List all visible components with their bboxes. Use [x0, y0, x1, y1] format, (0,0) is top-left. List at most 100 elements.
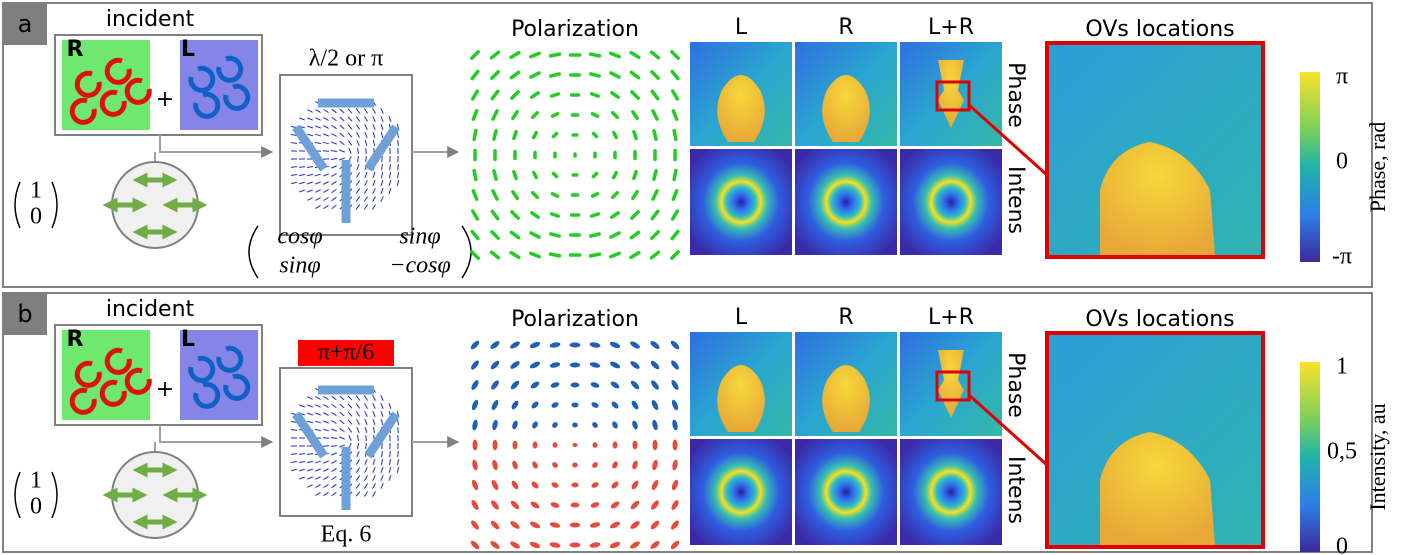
polarization-ellipse [549, 541, 561, 548]
polarization-ellipse [610, 500, 621, 510]
polarization-dash [634, 132, 636, 139]
polarization-ellipse [609, 520, 621, 529]
polarization-dash [631, 232, 638, 237]
polarization-ellipse [533, 441, 538, 448]
polarization-ellipse [611, 420, 619, 429]
polarization-ellipse [571, 403, 578, 408]
polarization-ellipse [553, 442, 558, 448]
polarization-dash [553, 133, 556, 136]
polarization-ellipse [530, 380, 541, 390]
row-label: Phase [1003, 62, 1028, 128]
polarization-dash [551, 54, 560, 56]
polarization-ellipse [589, 341, 601, 348]
matrix-entry: cosφ [277, 224, 322, 250]
intensity-map [690, 439, 792, 545]
polarization-dash [613, 193, 618, 198]
polarization-ellipse [471, 459, 478, 471]
intensity-map [795, 439, 897, 545]
polarization-ellipse [630, 400, 640, 411]
plus-sign: + [156, 377, 174, 402]
polarization-ellipse [629, 360, 641, 371]
vector-entry: 0 [30, 204, 42, 230]
polarization-dash [531, 53, 539, 56]
matrix-entry: sinφ [279, 253, 320, 279]
polarization-dash [673, 191, 676, 199]
polarization-ellipse [490, 379, 501, 391]
polarization-dash [632, 92, 638, 98]
polarization-ellipse [670, 359, 681, 371]
axis-dash [366, 443, 367, 449]
polarization-ellipse [613, 441, 618, 448]
polarization-ellipse [589, 521, 600, 528]
polarization-ellipse [470, 519, 481, 531]
polarization-ellipse [590, 481, 599, 489]
polarization-ellipse [609, 341, 621, 350]
incident-title: incident [106, 7, 195, 32]
polarization-dash [512, 92, 518, 98]
polarization-ellipse [491, 419, 498, 430]
polarization-ellipse [589, 361, 600, 368]
polarization-dash [492, 232, 498, 238]
vector-entry: 1 [30, 468, 42, 494]
polarization-ellipse [651, 459, 658, 470]
polarization-dash [533, 113, 538, 118]
column-label: L+R [928, 305, 974, 330]
polarization-ellipse [651, 419, 658, 430]
polarization-ellipse [649, 519, 660, 530]
polarization-dash [613, 113, 618, 118]
polarization-ellipse [470, 359, 481, 371]
beam-label: R [67, 327, 84, 352]
polarization-dash [472, 252, 478, 258]
polarization-dash [534, 133, 536, 138]
colorbar [1300, 72, 1320, 262]
polarization-dash [472, 71, 478, 78]
polarization-dash [591, 74, 599, 76]
polarization-dash [673, 111, 676, 119]
polarization-ellipse [471, 419, 478, 431]
element-title: λ/2 or π [309, 46, 383, 72]
polarization-dash [512, 212, 518, 218]
beam-label: L [181, 327, 195, 352]
polarization-dash [534, 173, 536, 178]
polarization-dash [614, 133, 616, 138]
polarization-ellipse [629, 540, 641, 550]
polarization-dash [593, 133, 596, 136]
polarization-ellipse [650, 499, 661, 511]
polarization-ellipse [670, 499, 680, 511]
polarization-ellipse [489, 519, 500, 530]
axis-dash [323, 151, 329, 152]
vector-entry: 1 [30, 178, 42, 204]
polarization-ellipse [591, 421, 599, 429]
polarization-dash [612, 93, 618, 97]
axis-dash [291, 454, 297, 455]
polarization-dash [653, 111, 657, 119]
polarization-ellipse [490, 399, 499, 411]
polarization-dash [632, 212, 638, 218]
colorbar-tick-label: 0 [1336, 534, 1348, 555]
polarization-ellipse [550, 501, 560, 509]
polarization-dash [652, 72, 658, 78]
column-label: R [838, 15, 853, 40]
polarization-ellipse [509, 520, 521, 531]
polarization-dash [552, 214, 559, 216]
polarization-ellipse [611, 460, 619, 469]
polarization-dash [593, 194, 598, 196]
polarization-dash [491, 52, 498, 58]
polarization-dash [593, 114, 598, 116]
polarization-ellipse [473, 440, 478, 451]
polarization-dash [631, 72, 638, 77]
polarization-ellipse [489, 540, 501, 551]
polarization-dash [653, 191, 657, 199]
polarization-ellipse [591, 461, 599, 469]
axis-dash [366, 435, 367, 441]
polarization-dash [511, 72, 518, 77]
intensity-map [690, 149, 792, 255]
polarization-dash [674, 171, 676, 180]
colorbar-label: Phase, rad [1365, 122, 1390, 212]
polarization-dash [611, 233, 619, 237]
polarization-dash [552, 94, 559, 96]
axis-dash [366, 156, 367, 162]
connector [160, 425, 272, 442]
polarization-dash [493, 191, 497, 199]
polarization-ellipse [509, 360, 521, 371]
